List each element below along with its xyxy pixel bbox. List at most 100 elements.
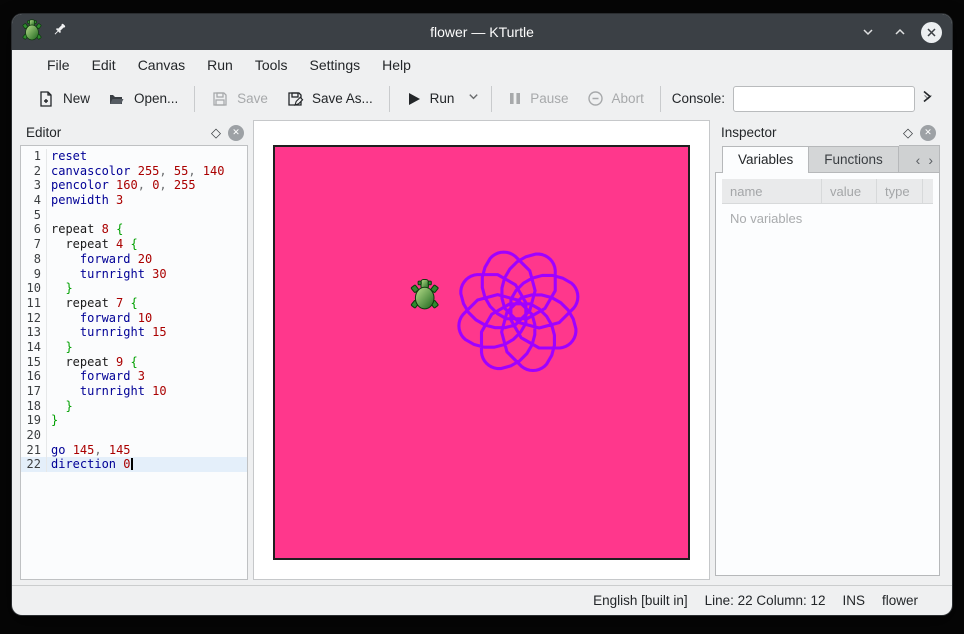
line-number: 9 [21, 266, 47, 282]
line-number: 11 [21, 295, 47, 311]
save-as-icon [286, 90, 304, 108]
code-text: direction 0 [51, 457, 133, 472]
editor-line[interactable]: 6 repeat 8 { [21, 222, 247, 238]
tab-variables[interactable]: Variables [722, 146, 810, 173]
editor-panel: Editor ◇ ✕ 1 reset 2 canvascolor 255, 55, 1… [20, 120, 248, 580]
editor-line[interactable]: 15 repeat 9 { [21, 354, 247, 370]
menu-tools[interactable]: Tools [254, 57, 288, 73]
turtle-sprite[interactable] [410, 279, 439, 310]
tab-scroll-right-icon[interactable]: › [928, 151, 933, 168]
code-text: forward 20 [79, 251, 153, 266]
tab-functions[interactable]: Functions [809, 146, 899, 173]
line-number: 5 [21, 207, 47, 223]
save-as-button[interactable]: Save As... [277, 86, 382, 112]
script-name: flower [881, 593, 918, 608]
column-header-value[interactable]: value [822, 179, 877, 203]
editor-line[interactable]: 19} [21, 413, 247, 429]
run-button[interactable]: Run [397, 87, 464, 111]
code-text: repeat 7 { [65, 295, 138, 310]
toolbar-separator [388, 85, 390, 112]
insert-mode-indicator: INS [842, 593, 865, 608]
line-number: 20 [21, 428, 47, 443]
menu-file[interactable]: File [47, 57, 70, 73]
run-speed-dropdown[interactable] [463, 86, 484, 112]
editor-line[interactable]: 11 repeat 7 { [21, 295, 247, 311]
code-text: turnright 30 [79, 266, 167, 281]
variables-table: name value type No variables [715, 172, 940, 576]
float-dock-icon[interactable]: ◇ [903, 125, 913, 140]
line-number: 6 [21, 222, 47, 238]
editor-title: Editor [26, 125, 62, 140]
open-folder-icon [108, 90, 126, 108]
inspector-dock-header: Inspector ◇ ✕ [715, 120, 940, 145]
editor-line[interactable]: 16 forward 3 [21, 369, 247, 384]
pin-icon[interactable] [52, 22, 67, 42]
code-text: } [65, 398, 73, 413]
toolbar-overflow-button[interactable] [915, 85, 938, 113]
menu-canvas[interactable]: Canvas [137, 57, 186, 73]
code-text [47, 208, 51, 223]
float-dock-icon[interactable]: ◇ [211, 125, 221, 140]
editor-line[interactable]: 3 pencolor 160, 0, 255 [21, 178, 247, 194]
code-text: repeat 4 { [65, 237, 138, 252]
editor-line[interactable]: 14 } [21, 339, 247, 355]
line-number: 1 [21, 149, 47, 164]
close-dock-icon[interactable]: ✕ [228, 124, 244, 141]
no-variables-text: No variables [730, 211, 803, 226]
editor-line[interactable]: 7 repeat 4 { [21, 237, 247, 252]
close-icon[interactable] [921, 21, 942, 43]
new-button[interactable]: New [28, 86, 99, 112]
save-floppy-icon [211, 90, 229, 108]
console-combobox[interactable] [733, 85, 932, 112]
run-play-icon [406, 91, 422, 107]
canvas-panel [253, 120, 710, 580]
editor-line[interactable]: 2 canvascolor 255, 55, 140 [21, 163, 247, 179]
save-button[interactable]: Save [202, 86, 277, 112]
editor-line[interactable]: 13 turnright 15 [21, 325, 247, 340]
menu-edit[interactable]: Edit [91, 57, 116, 73]
new-document-icon [37, 90, 55, 108]
editor-dock-header: Editor ◇ ✕ [20, 120, 248, 145]
text-cursor [130, 458, 133, 471]
code-editor[interactable]: 1 reset 2 canvascolor 255, 55, 140 3 pencolor… [20, 145, 248, 580]
code-text: repeat 8 { [51, 222, 124, 237]
kturtle-window: flower — KTurtle File Edit Canvas Run To… [12, 14, 952, 615]
line-number: 22 [21, 457, 47, 473]
editor-line[interactable]: 4 penwidth 3 [21, 193, 247, 208]
editor-line[interactable]: 17 turnright 10 [21, 384, 247, 399]
open-button[interactable]: Open... [99, 86, 187, 112]
toolbar-separator [194, 85, 196, 112]
console-label: Console: [671, 91, 725, 106]
editor-line[interactable]: 12 forward 10 [21, 310, 247, 326]
tab-scroll-left-icon[interactable]: ‹ [915, 151, 921, 168]
menu-help[interactable]: Help [382, 57, 411, 73]
editor-line[interactable]: 21 go 145, 145 [21, 442, 247, 458]
abort-button[interactable]: Abort [578, 86, 653, 111]
editor-line[interactable]: 8 forward 20 [21, 251, 247, 267]
close-dock-icon[interactable]: ✕ [920, 124, 936, 141]
code-text: } [51, 413, 59, 428]
editor-line[interactable]: 10 } [21, 281, 247, 296]
maximize-icon[interactable] [889, 21, 911, 43]
line-number: 16 [21, 369, 47, 384]
menu-settings[interactable]: Settings [309, 57, 361, 73]
editor-line[interactable]: 5 [21, 207, 247, 223]
editor-line[interactable]: 22 direction 0 [21, 457, 247, 473]
code-text: reset [51, 149, 88, 163]
line-number: 2 [21, 163, 47, 179]
column-header-name[interactable]: name [722, 179, 822, 203]
line-number: 7 [21, 237, 47, 252]
line-number: 4 [21, 193, 47, 208]
editor-line[interactable]: 1 reset [21, 149, 247, 164]
code-text: turnright 10 [79, 384, 167, 398]
editor-line[interactable]: 9 turnright 30 [21, 266, 247, 282]
column-header-type[interactable]: type [877, 179, 923, 203]
console-input[interactable] [734, 86, 922, 111]
editor-line[interactable]: 18 } [21, 398, 247, 414]
toolbar: New Open... Save [12, 80, 952, 117]
code-text: penwidth 3 [51, 193, 124, 208]
pause-button[interactable]: Pause [499, 87, 577, 110]
minimize-icon[interactable] [857, 21, 879, 43]
editor-line[interactable]: 20 [21, 428, 247, 443]
menu-run[interactable]: Run [207, 57, 233, 73]
